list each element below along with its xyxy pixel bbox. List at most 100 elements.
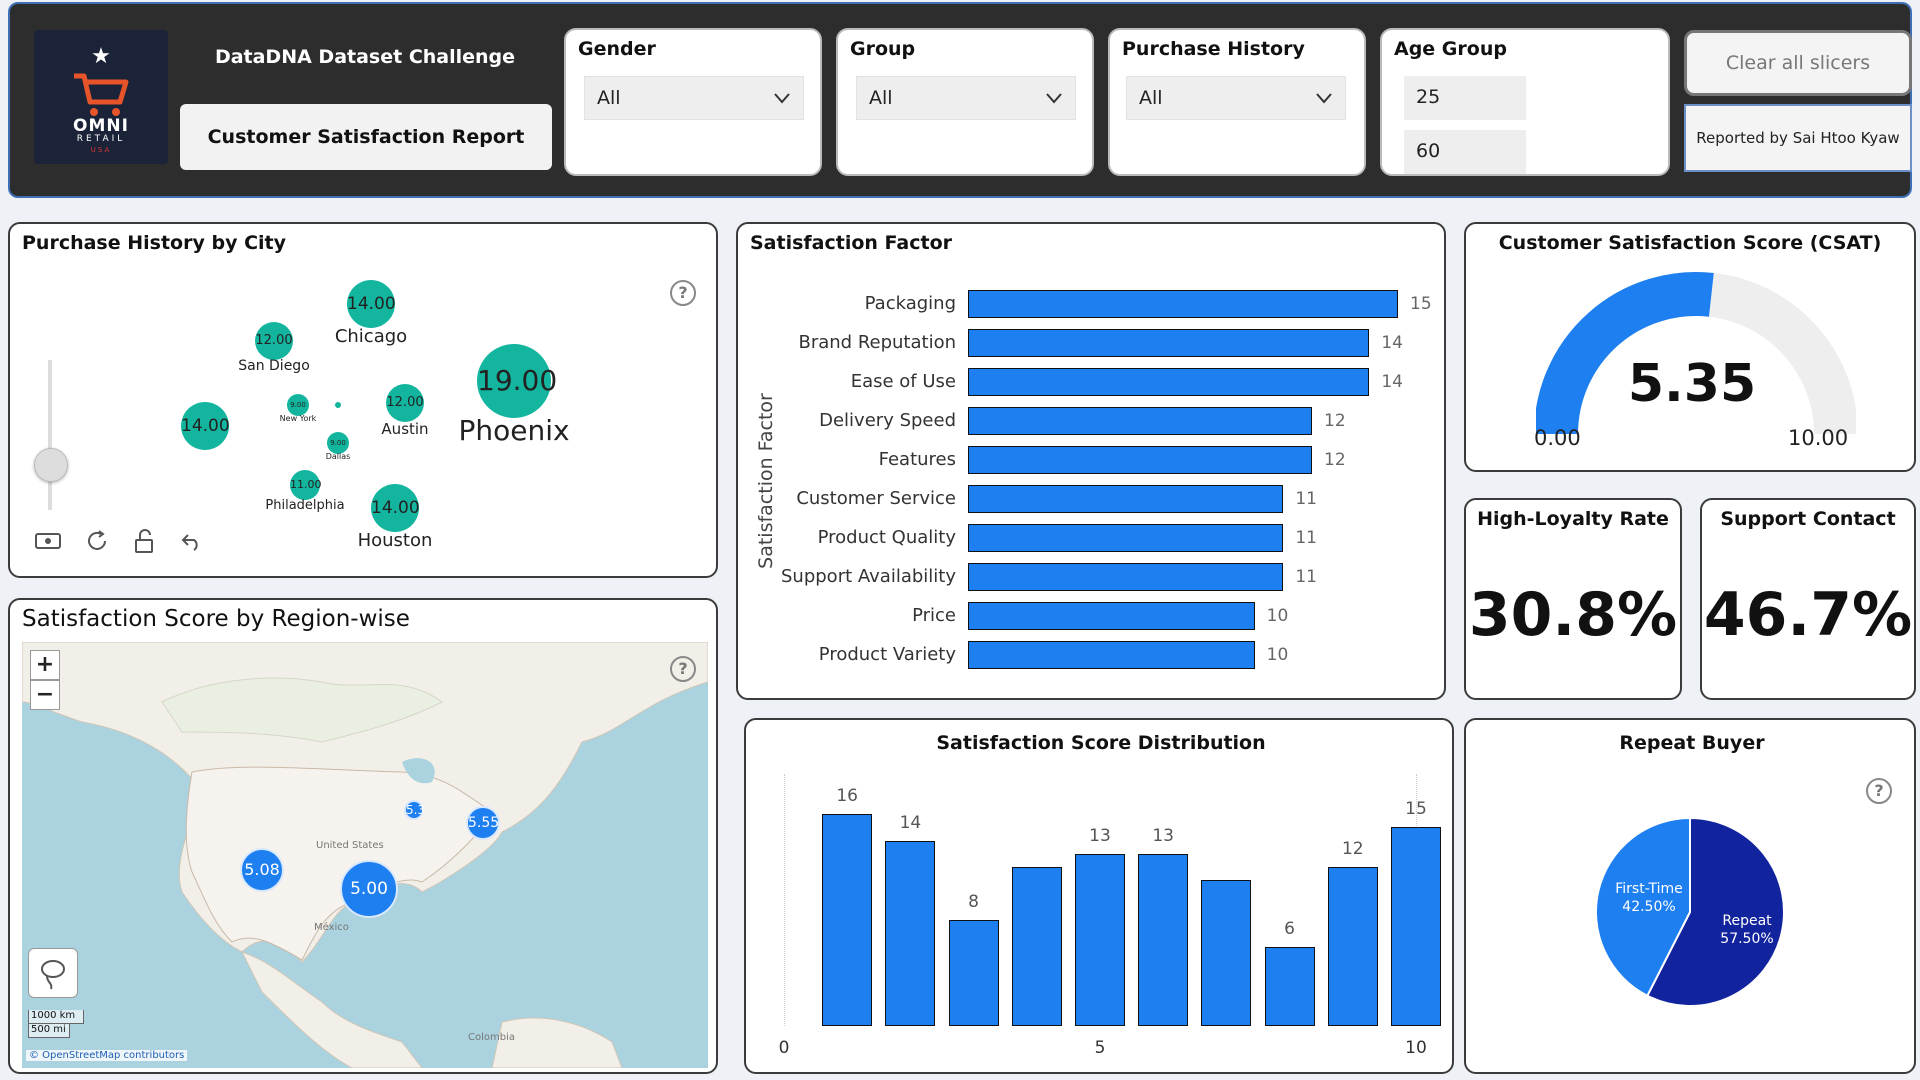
city-label: Dallas (325, 452, 351, 461)
unlock-icon[interactable] (132, 528, 156, 554)
chevron-down-icon (774, 93, 790, 104)
bar[interactable] (1391, 827, 1441, 1026)
card-title: Support Contact (1720, 508, 1896, 530)
x-tick-label: 5 (1094, 1038, 1106, 1058)
zoom-slider-track[interactable] (48, 360, 52, 510)
bar-category-label: Customer Service (796, 488, 956, 509)
card-title: Satisfaction Score by Region-wise (22, 606, 410, 632)
bar[interactable] (1138, 853, 1189, 1026)
distribution-card: Satisfaction Score Distribution 16 14 8 13 1… (744, 718, 1454, 1074)
bar[interactable] (968, 368, 1370, 396)
bar[interactable] (968, 524, 1284, 552)
bubble[interactable]: 11.00 (290, 470, 322, 500)
play-axis-icon[interactable] (34, 530, 62, 552)
zoom-in-button[interactable]: + (30, 650, 60, 680)
bar-category-label: Features (878, 449, 956, 470)
region-map-card: Satisfaction Score by Region-wise United… (8, 598, 718, 1074)
lasso-icon (41, 960, 65, 990)
map[interactable]: United States México Colombia 5.08 5.00 … (22, 642, 708, 1068)
bubble[interactable]: 9.00 (327, 432, 349, 454)
bar[interactable] (968, 641, 1255, 669)
map-point[interactable]: 5.3 (404, 800, 425, 820)
scale-km: 1000 km (28, 1010, 84, 1024)
bar-value-label: 8 (968, 892, 979, 912)
bar[interactable] (885, 840, 936, 1026)
bubble[interactable]: 14.00 (181, 402, 230, 450)
bar[interactable] (822, 814, 873, 1026)
help-icon[interactable]: ? (1866, 778, 1892, 804)
map-point[interactable]: 5.00 (340, 860, 398, 918)
card-title: Satisfaction Score Distribution (936, 732, 1266, 754)
bubble[interactable]: 14.00 (347, 280, 396, 328)
card-title: Purchase History by City (22, 232, 286, 254)
bar[interactable] (1327, 867, 1378, 1026)
bar[interactable] (968, 329, 1370, 357)
country-label: México (314, 922, 349, 933)
pie-chart[interactable] (1590, 812, 1790, 1012)
bar[interactable] (968, 485, 1284, 513)
challenge-title: DataDNA Dataset Challenge (214, 46, 516, 68)
bar[interactable] (1011, 867, 1062, 1026)
bar-category-label: Delivery Speed (819, 410, 956, 431)
pie-slice[interactable] (1595, 816, 1691, 998)
support-contact-card: Support Contact 46.7% (1700, 498, 1916, 700)
clear-slicers-button[interactable]: Clear all slicers (1684, 30, 1912, 96)
land-shapes (22, 642, 708, 1068)
city-label: Austin (381, 420, 429, 438)
slice-pct: 42.50% (1622, 899, 1676, 915)
map-attribution[interactable]: © OpenStreetMap contributors (26, 1050, 188, 1061)
slicer-label: Age Group (1394, 38, 1507, 60)
bar-value-label: 12 (1324, 450, 1346, 470)
csat-gauge[interactable] (1536, 264, 1856, 444)
slicer-label: Group (850, 38, 916, 60)
logo-usa: USA (90, 146, 112, 154)
city-label: Philadelphia (265, 498, 345, 513)
gender-dropdown[interactable]: All (584, 76, 804, 120)
reported-by: Reported by Sai Htoo Kyaw (1684, 104, 1912, 172)
card-title: Repeat Buyer (1619, 732, 1765, 754)
logo-name: OMNI (73, 116, 129, 136)
refresh-icon[interactable] (84, 528, 110, 554)
gridline (784, 774, 785, 1026)
gauge-max-label: 10.00 (1788, 426, 1849, 450)
age-min-input[interactable]: 25 (1404, 76, 1526, 120)
slice-pct: 57.50% (1720, 931, 1774, 947)
purchase-history-dropdown[interactable]: All (1126, 76, 1346, 120)
map-point[interactable]: 5.08 (240, 848, 284, 892)
pie-slice[interactable] (1645, 816, 1785, 1007)
lasso-select-button[interactable] (28, 948, 78, 998)
age-min-value: 25 (1416, 86, 1441, 108)
bar-value-label: 6 (1284, 918, 1295, 939)
bubble[interactable]: 19.00 (477, 344, 557, 418)
bar[interactable] (948, 920, 999, 1026)
age-max-input[interactable]: 60 (1404, 130, 1526, 174)
bar[interactable] (1201, 880, 1252, 1026)
bubble[interactable]: 9.00 (287, 394, 309, 416)
group-dropdown[interactable]: All (856, 76, 1076, 120)
bar[interactable] (968, 446, 1312, 474)
chevron-down-icon (1046, 93, 1062, 104)
bubble[interactable]: 14.00 (371, 484, 420, 532)
bubble[interactable]: 12.00 (255, 322, 293, 360)
bar[interactable] (1075, 853, 1125, 1026)
bar[interactable] (1264, 946, 1315, 1026)
zoom-slider-handle[interactable] (34, 448, 68, 482)
zoom-out-button[interactable]: − (30, 680, 60, 710)
slice-name: First-Time (1615, 881, 1683, 897)
loyalty-value: 30.8% (1468, 580, 1678, 650)
city-label: Houston (357, 530, 433, 551)
bar[interactable] (968, 602, 1255, 630)
slicer-label: Purchase History (1122, 38, 1305, 60)
undo-icon[interactable] (178, 530, 204, 552)
bubble[interactable]: 12.00 (386, 384, 424, 422)
bar[interactable] (968, 563, 1284, 591)
help-icon[interactable]: ? (670, 656, 696, 682)
bar[interactable] (968, 290, 1398, 318)
help-icon[interactable]: ? (670, 280, 696, 306)
bar-value-label: 13 (1089, 825, 1111, 846)
map-point[interactable]: 5.55 (466, 806, 500, 840)
bar[interactable] (968, 407, 1312, 435)
gender-slicer: Gender All (564, 28, 822, 176)
bar-category-label: Packaging (864, 293, 956, 314)
bubble-small[interactable] (335, 402, 341, 408)
